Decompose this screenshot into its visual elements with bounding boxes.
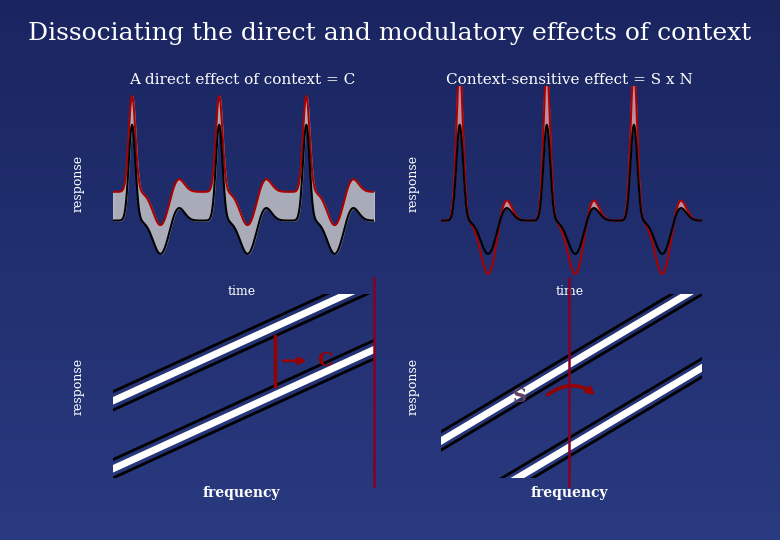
Text: response: response bbox=[72, 155, 84, 212]
Text: Context-sensitive effect = S x N: Context-sensitive effect = S x N bbox=[446, 73, 693, 87]
Text: response: response bbox=[407, 357, 420, 415]
Text: S: S bbox=[513, 388, 527, 406]
Text: time: time bbox=[555, 285, 583, 298]
Text: response: response bbox=[72, 357, 84, 415]
Text: response: response bbox=[407, 155, 420, 212]
Text: A direct effect of context = C: A direct effect of context = C bbox=[129, 73, 355, 87]
Text: frequency: frequency bbox=[203, 486, 281, 500]
Text: C: C bbox=[317, 352, 332, 370]
Text: Dissociating the direct and modulatory effects of context: Dissociating the direct and modulatory e… bbox=[28, 22, 752, 45]
Text: frequency: frequency bbox=[530, 486, 608, 500]
Text: time: time bbox=[228, 285, 256, 298]
